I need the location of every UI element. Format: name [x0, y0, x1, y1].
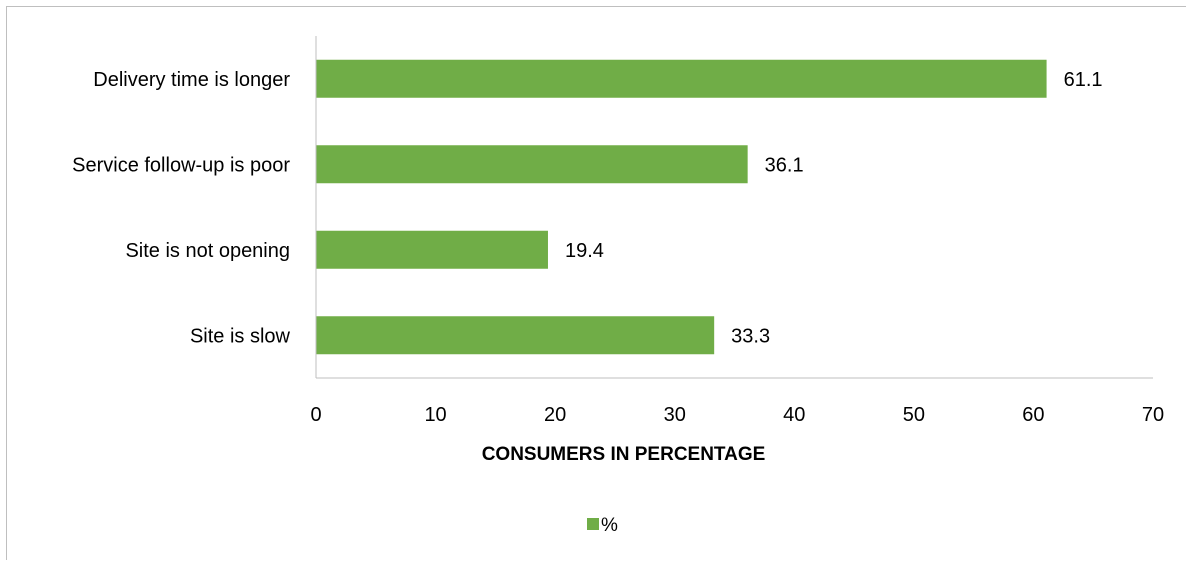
x-tick-label-30: 30 — [664, 404, 686, 426]
bars-layer — [316, 59, 1047, 355]
data-label-site-is-not-opening: 19.4 — [565, 240, 604, 262]
labels-layer: Delivery time is longer 61.1 Service follo… — [72, 69, 1164, 426]
x-tick-label-0: 0 — [310, 404, 321, 426]
bar-site-is-slow — [316, 316, 715, 355]
axes-layer — [315, 36, 1153, 379]
bar-delivery-time-is-longer — [316, 59, 1047, 98]
legend: % — [587, 515, 618, 536]
bar-site-is-not-opening — [316, 230, 548, 269]
data-label-service-follow-up-is-poor: 36.1 — [765, 154, 804, 176]
chart-frame — [6, 6, 1186, 560]
data-label-site-is-slow: 33.3 — [731, 325, 770, 347]
category-label-site-is-slow: Site is slow — [190, 325, 291, 347]
category-label-delivery-time-is-longer: Delivery time is longer — [93, 69, 290, 91]
category-label-site-is-not-opening: Site is not opening — [125, 240, 290, 262]
x-axis-title: CONSUMERS IN PERCENTAGE — [482, 444, 766, 465]
x-tick-label-20: 20 — [544, 404, 566, 426]
x-tick-label-50: 50 — [903, 404, 925, 426]
x-tick-label-10: 10 — [424, 404, 446, 426]
x-tick-label-40: 40 — [783, 404, 805, 426]
bar-service-follow-up-is-poor — [316, 145, 748, 184]
x-tick-label-70: 70 — [1142, 404, 1164, 426]
data-label-delivery-time-is-longer: 61.1 — [1064, 69, 1103, 91]
x-tick-label-60: 60 — [1022, 404, 1044, 426]
legend-entry-label: % — [601, 515, 618, 536]
legend-swatch — [587, 518, 599, 530]
category-label-service-follow-up-is-poor: Service follow-up is poor — [72, 154, 290, 176]
